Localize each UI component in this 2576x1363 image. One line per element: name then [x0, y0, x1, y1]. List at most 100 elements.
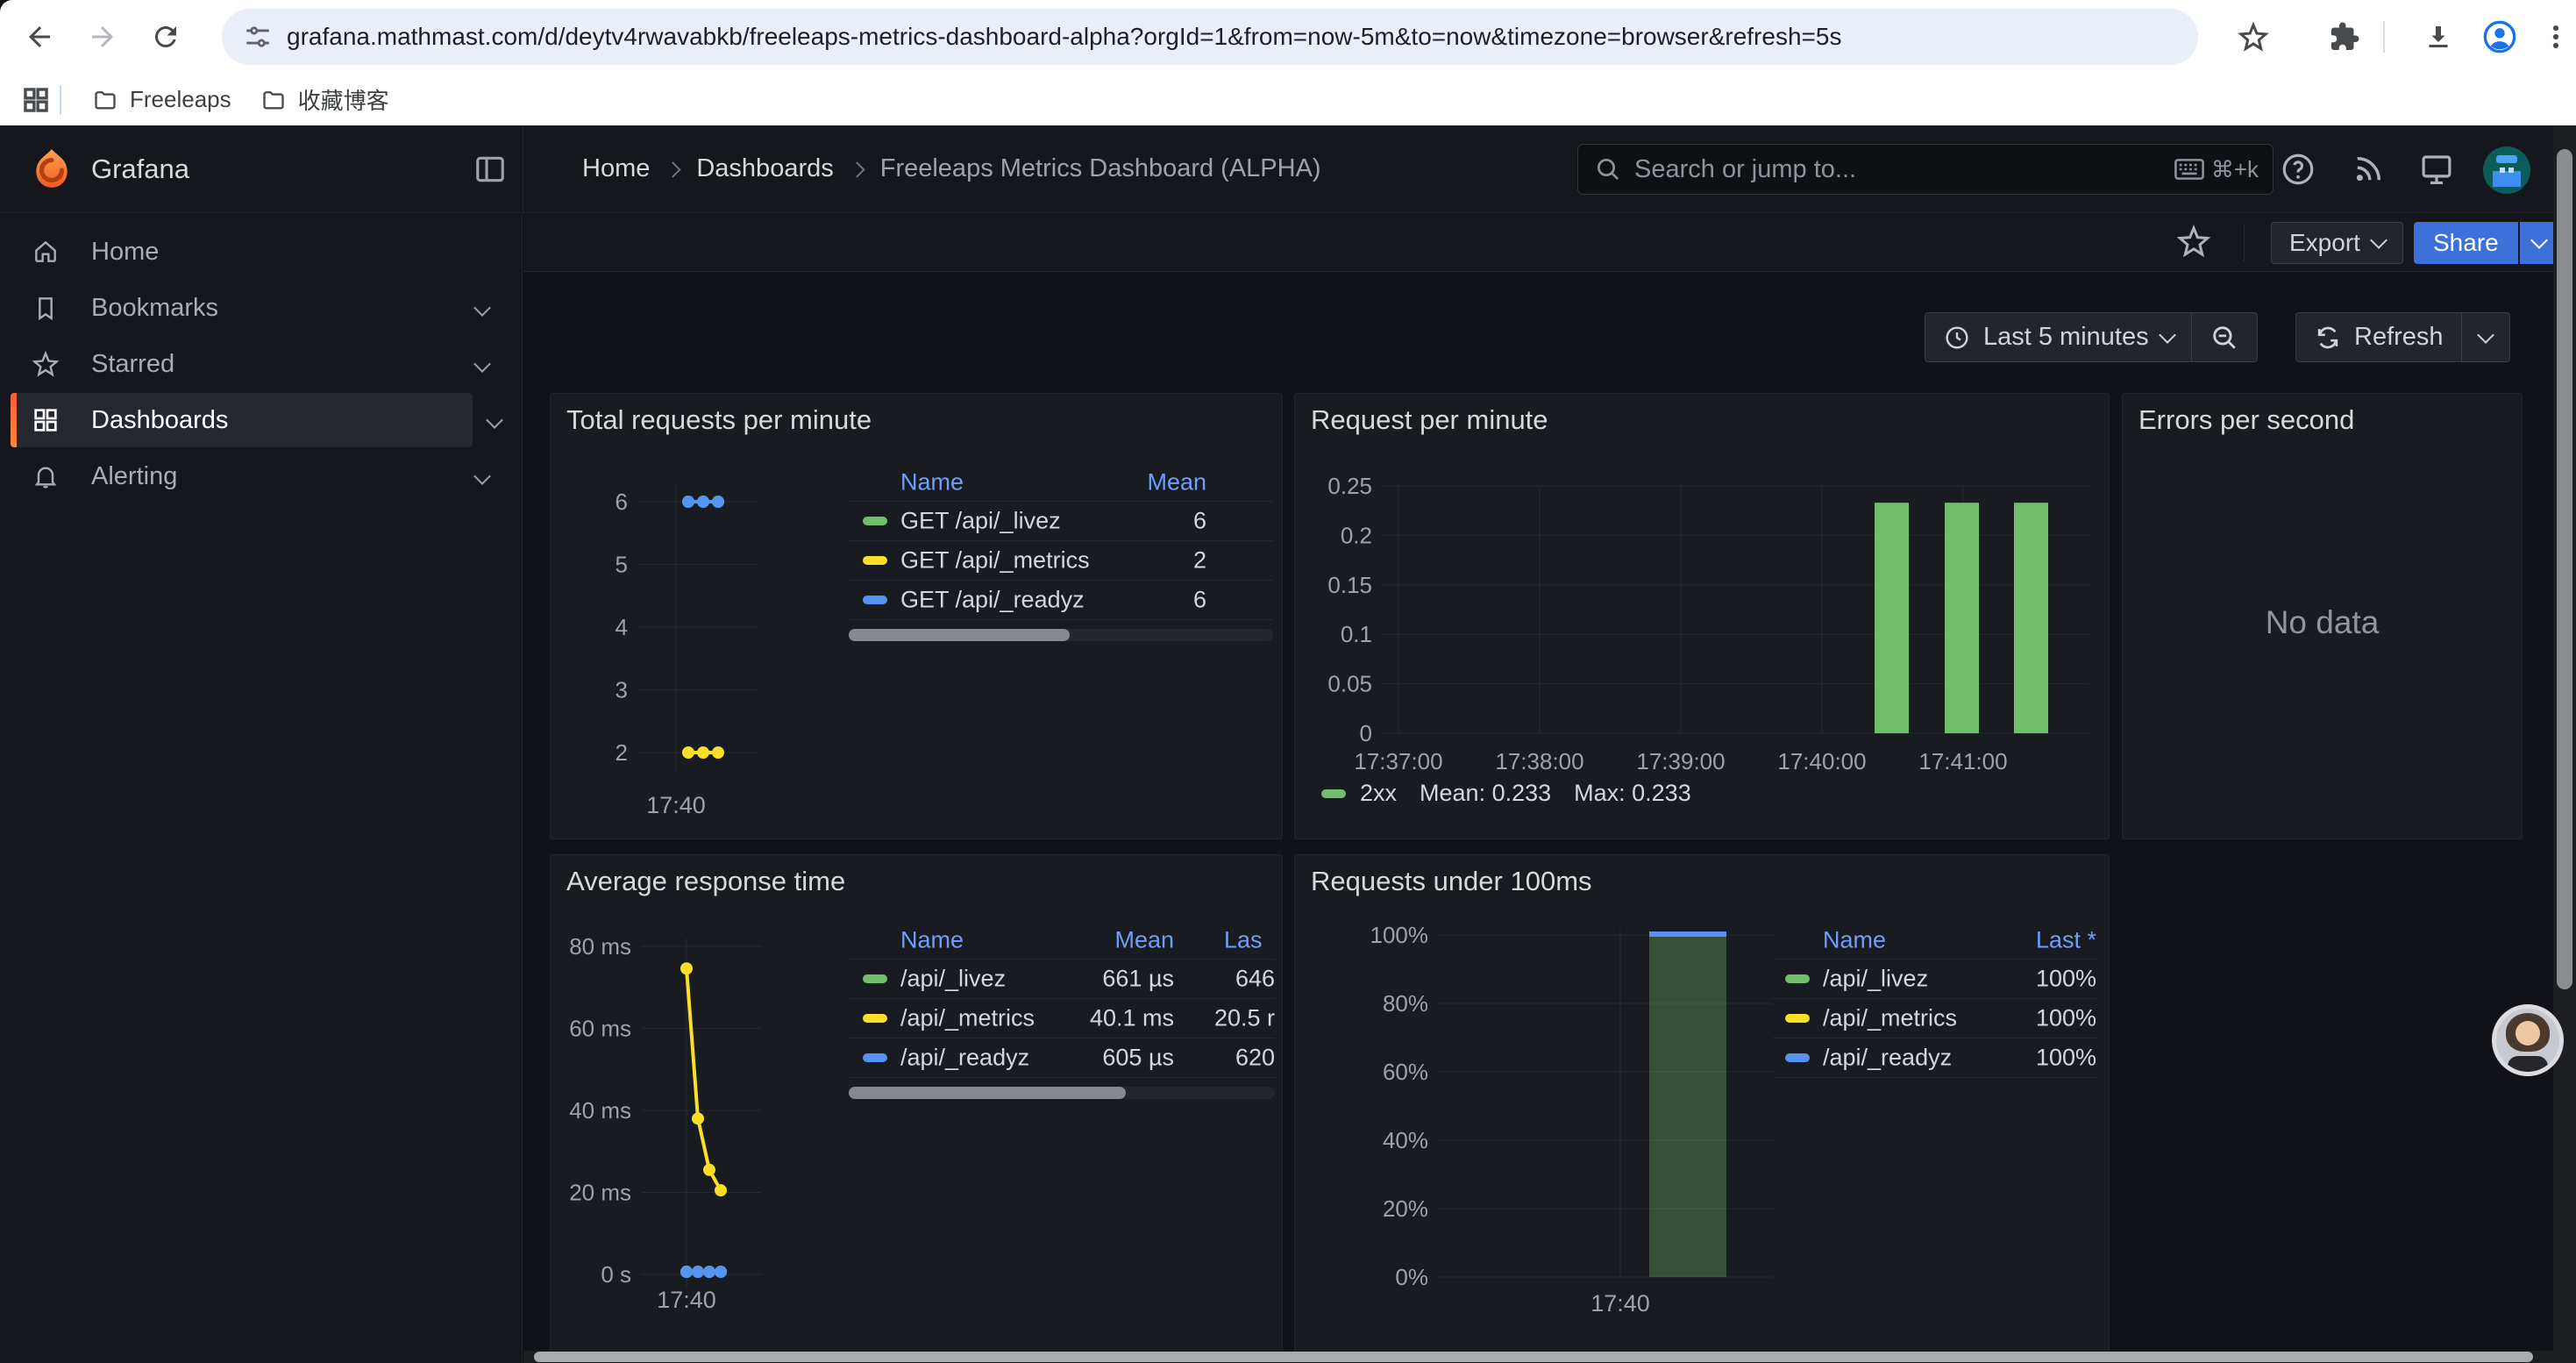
- kiosk-monitor-icon[interactable]: [2418, 151, 2457, 189]
- time-range-button[interactable]: Last 5 minutes: [1925, 312, 2192, 362]
- search-box[interactable]: ⌘+k: [1577, 144, 2274, 195]
- bar[interactable]: [1945, 503, 1979, 733]
- assistant-avatar[interactable]: [2492, 1004, 2564, 1076]
- legend-scrollbar[interactable]: [849, 629, 1273, 641]
- user-avatar[interactable]: [2483, 146, 2530, 194]
- refresh-interval-button[interactable]: [2462, 312, 2510, 362]
- forward-icon[interactable]: [77, 11, 128, 62]
- sidebar-item-alerting[interactable]: Alerting: [11, 449, 511, 503]
- reload-icon[interactable]: [140, 11, 191, 62]
- bar[interactable]: [1649, 935, 1726, 1277]
- export-button[interactable]: Export: [2271, 222, 2403, 264]
- bookmark-folder-freeleaps[interactable]: Freeleaps: [77, 79, 246, 120]
- legend-header-cell[interactable]: Mean: [849, 927, 1174, 954]
- svg-text:100%: 100%: [1370, 922, 1429, 948]
- brand[interactable]: Grafana: [32, 125, 189, 212]
- legend-row[interactable]: /api/_readyz605 µs620: [849, 1038, 1275, 1078]
- svg-text:4: 4: [616, 614, 628, 640]
- zoom-out-button[interactable]: [2192, 312, 2258, 362]
- bar[interactable]: [1875, 503, 1909, 733]
- chevron-down-icon[interactable]: [473, 467, 491, 485]
- scrollbar-thumb[interactable]: [849, 629, 1070, 641]
- bookmark-label: Freeleaps: [130, 86, 231, 113]
- refresh-label: Refresh: [2354, 323, 2444, 352]
- legend-row[interactable]: /api/_readyz100%: [1773, 1038, 2098, 1078]
- site-info-icon[interactable]: [243, 22, 273, 52]
- browser-toolbar: [0, 0, 2576, 74]
- legend-row[interactable]: GET /api/_readyz6: [849, 581, 1273, 620]
- legend-row[interactable]: /api/_livez661 µs646: [849, 960, 1275, 999]
- help-icon[interactable]: [2280, 151, 2318, 189]
- search-input[interactable]: [1633, 154, 2174, 185]
- news-rss-icon[interactable]: [2350, 151, 2388, 189]
- browser-menu-icon[interactable]: [2530, 11, 2576, 62]
- clock-icon: [1943, 324, 1971, 352]
- bookmarks-divider: [60, 85, 61, 115]
- bookmark-folder-blogs[interactable]: 收藏博客: [246, 76, 403, 123]
- download-icon[interactable]: [2413, 11, 2464, 62]
- share-button[interactable]: Share: [2414, 222, 2518, 264]
- legend-header[interactable]: NameLast *: [1773, 922, 2098, 960]
- breadcrumb-dashboards[interactable]: Dashboards: [696, 154, 833, 183]
- legend-header-cell[interactable]: Last *: [1773, 927, 2096, 954]
- svg-text:60%: 60%: [1383, 1059, 1428, 1085]
- legend-scrollbar[interactable]: [849, 1087, 1275, 1099]
- chevron-down-icon[interactable]: [473, 299, 491, 317]
- sidebar-item-starred[interactable]: Starred: [11, 337, 511, 391]
- dock-menu-icon[interactable]: [473, 153, 507, 186]
- breadcrumb-home[interactable]: Home: [582, 154, 650, 183]
- legend[interactable]: 2xx Mean: 0.233 Max: 0.233: [1321, 780, 1714, 807]
- panel-errors-per-second: Errors per second No data: [2122, 393, 2523, 839]
- star-dashboard-icon[interactable]: [2176, 224, 2215, 262]
- scrollbar-thumb[interactable]: [534, 1352, 2533, 1362]
- request-per-minute-chart[interactable]: 0.250.20.150.10.05017:37:0017:38:0017:39…: [1295, 394, 2110, 839]
- url-bar[interactable]: [222, 9, 2198, 65]
- chevron-down-icon[interactable]: [473, 355, 491, 373]
- sidebar-item-dashboards[interactable]: Dashboards: [11, 393, 473, 447]
- profile-icon[interactable]: [2474, 11, 2525, 62]
- panel-title[interactable]: Requests under 100ms: [1311, 866, 1592, 897]
- back-icon[interactable]: [14, 11, 65, 62]
- legend-header-cell[interactable]: Las: [1224, 927, 1263, 954]
- search-icon: [1594, 155, 1622, 183]
- panel-title[interactable]: Total requests per minute: [566, 404, 872, 436]
- scrollbar-thumb[interactable]: [849, 1087, 1126, 1099]
- url-input[interactable]: [285, 22, 2198, 52]
- legend-row[interactable]: GET /api/_livez6: [849, 502, 1273, 541]
- svg-text:0: 0: [1360, 720, 1372, 746]
- bar[interactable]: [2014, 503, 2048, 733]
- brand-name: Grafana: [91, 153, 189, 185]
- sidebar-item-bookmarks[interactable]: Bookmarks: [11, 281, 511, 335]
- refresh-button[interactable]: Refresh: [2295, 312, 2462, 362]
- sidebar-item-label: Bookmarks: [91, 294, 218, 323]
- svg-text:17:40: 17:40: [657, 1287, 716, 1313]
- svg-text:0%: 0%: [1395, 1264, 1428, 1290]
- horizontal-scrollbar[interactable]: [523, 1351, 2553, 1363]
- dashboard-content: Last 5 minutes Refresh Total requests pe…: [523, 273, 2576, 1363]
- legend-header-cell[interactable]: Mean: [849, 469, 1206, 496]
- svg-text:0.2: 0.2: [1341, 522, 1372, 548]
- series-name[interactable]: 2xx: [1360, 780, 1397, 807]
- svg-text:17:40: 17:40: [646, 792, 706, 818]
- panel-title[interactable]: Errors per second: [2138, 404, 2354, 436]
- scrollbar-thumb[interactable]: [2557, 149, 2572, 989]
- time-range-label: Last 5 minutes: [1983, 323, 2149, 352]
- home-icon: [32, 238, 60, 266]
- bookmark-star-icon[interactable]: [2228, 11, 2279, 62]
- legend-header[interactable]: NameMeanLas: [849, 922, 1275, 960]
- legend-header[interactable]: NameMean: [849, 464, 1273, 502]
- legend-row[interactable]: /api/_livez100%: [1773, 960, 2098, 999]
- chevron-down-icon: [2477, 326, 2494, 344]
- chevron-down-icon[interactable]: [486, 411, 503, 429]
- panel-title[interactable]: Request per minute: [1311, 404, 1548, 436]
- dashboard-toolbar: Export Share: [523, 214, 2576, 272]
- legend-row[interactable]: /api/_metrics100%: [1773, 999, 2098, 1038]
- sidebar-item-home[interactable]: Home: [11, 225, 511, 279]
- vertical-scrollbar[interactable]: [2553, 125, 2576, 1363]
- apps-grid-icon[interactable]: [21, 85, 51, 115]
- extensions-icon[interactable]: [2319, 11, 2370, 62]
- panel-title[interactable]: Average response time: [566, 866, 845, 897]
- legend-row[interactable]: /api/_metrics40.1 ms20.5 r: [849, 999, 1275, 1038]
- search-shortcut: ⌘+k: [2211, 156, 2259, 183]
- legend-row[interactable]: GET /api/_metrics2: [849, 541, 1273, 581]
